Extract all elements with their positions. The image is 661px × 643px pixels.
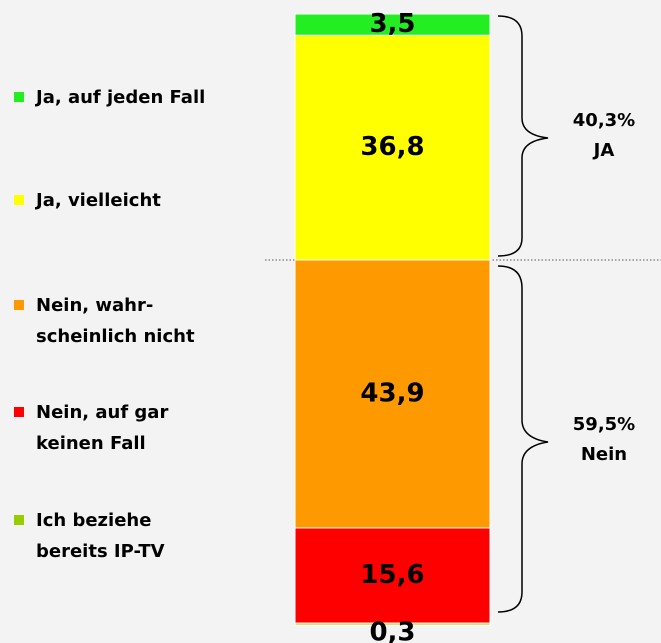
legend-label: Ich beziehe bereits IP-TV	[36, 510, 165, 562]
value-label: 3,5	[369, 9, 415, 39]
value-label: 43,9	[360, 378, 424, 408]
annotation: 59,5% Nein	[572, 414, 636, 465]
legend-item: Ich beziehe bereits IP-TV	[14, 505, 165, 567]
legend-swatch	[14, 407, 24, 417]
legend-item: Ja, vielleicht	[14, 185, 161, 216]
value-label: 36,8	[360, 132, 424, 162]
value-label: 0,3	[369, 618, 415, 643]
legend-item: Ja, auf jeden Fall	[14, 82, 205, 113]
legend-label: Ja, vielleicht	[36, 190, 161, 211]
legend-swatch	[14, 195, 24, 205]
bar-segment	[294, 622, 491, 626]
legend-swatch	[14, 300, 24, 310]
value-label: 15,6	[360, 560, 424, 590]
bracket	[497, 265, 549, 613]
legend-label: Nein, wahr- scheinlich nicht	[36, 295, 195, 347]
bar-segment	[294, 527, 491, 624]
bar-segment	[294, 259, 491, 529]
legend-label: Nein, auf gar keinen Fall	[36, 402, 169, 454]
legend-swatch	[14, 92, 24, 102]
bracket	[497, 15, 549, 257]
annotation: 40,3% JA	[572, 110, 636, 161]
legend-item: Nein, auf gar keinen Fall	[14, 397, 168, 459]
legend-label: Ja, auf jeden Fall	[36, 87, 206, 108]
legend-item: Nein, wahr- scheinlich nicht	[14, 290, 195, 352]
legend-swatch	[14, 515, 24, 525]
